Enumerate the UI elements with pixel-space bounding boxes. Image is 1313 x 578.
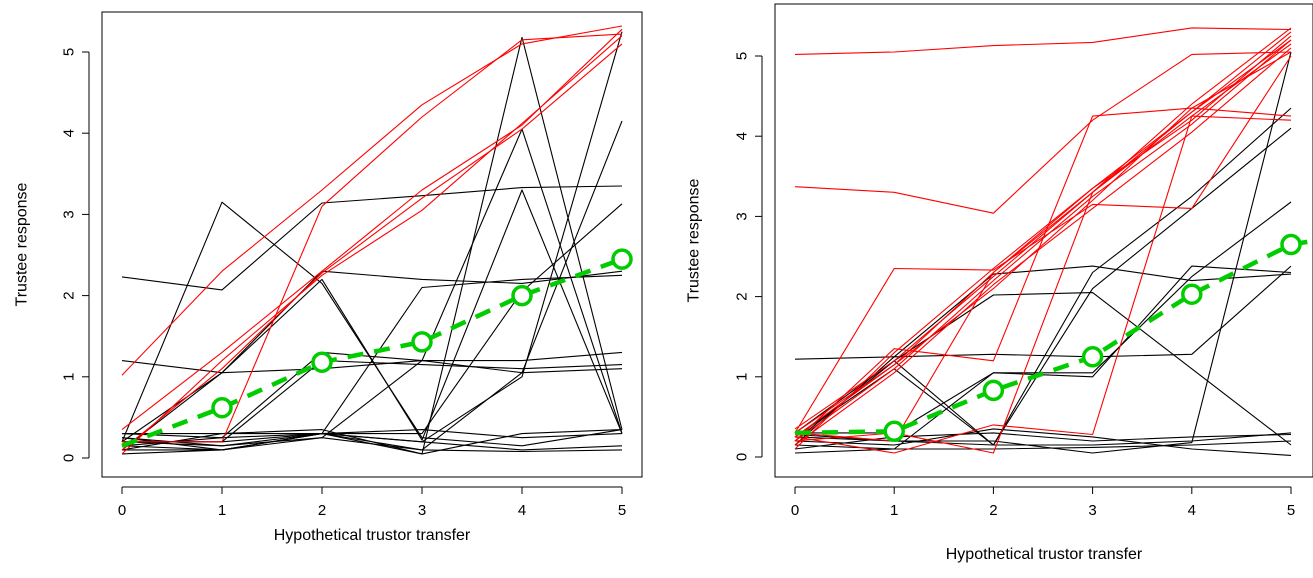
x-tick-label: 2 (989, 502, 997, 519)
mean-point (413, 333, 431, 351)
y-tick-label: 1 (734, 373, 751, 381)
series-line-red-20 (122, 44, 622, 450)
series-group (795, 28, 1313, 456)
x-tick-label: 0 (118, 502, 126, 519)
mean-point (313, 353, 331, 371)
series-line-black-14 (122, 121, 622, 450)
mean-point (1183, 285, 1201, 303)
y-tick-label: 0 (734, 453, 751, 461)
y-tick-label: 1 (61, 373, 78, 381)
chart-panel-1: 0 1 2 3 4 5 0 1 2 3 4 5 Hypothetical trustor transfe… (14, 12, 643, 544)
series-line-black-12 (122, 190, 622, 450)
y-tick-label: 5 (734, 52, 751, 60)
plot-frame (775, 4, 1313, 477)
series-line-red-21 (122, 36, 622, 454)
series-line-black-5 (795, 266, 1291, 433)
series-group (122, 26, 631, 454)
y-axis-title: Trustee response (14, 182, 31, 306)
series-line-black-3 (795, 293, 1291, 445)
y-tick-label: 0 (61, 454, 78, 462)
y-tick-label: 4 (61, 129, 78, 137)
x-tick-label: 1 (890, 502, 898, 519)
plot-frame (102, 12, 642, 477)
series-line-black-2 (795, 128, 1291, 445)
series-line-red-18 (122, 26, 622, 375)
series-line-black-9 (122, 361, 622, 442)
mean-point (613, 250, 631, 268)
x-tick-label: 0 (791, 502, 799, 519)
series-line-black-11 (795, 108, 1291, 445)
y-tick-label: 3 (734, 212, 751, 220)
x-tick-label: 3 (418, 502, 426, 519)
series-line-red-13 (795, 28, 1291, 55)
x-tick-label: 3 (1088, 502, 1096, 519)
series-line-black-17 (122, 129, 622, 446)
mean-point (1282, 236, 1300, 254)
y-tick-label: 3 (61, 210, 78, 218)
x-tick-label: 5 (618, 502, 626, 519)
x-axis-title: Hypothetical trustor transfer (274, 527, 471, 544)
mean-point (513, 287, 531, 305)
x-axis-title: Hypothetical trustor transfer (946, 546, 1143, 563)
y-tick-label: 5 (61, 48, 78, 56)
mean-point (213, 399, 231, 417)
series-line-black-1 (122, 202, 622, 446)
chart-panel-2: 0 1 2 3 4 5 0 1 2 3 4 5 Hypothetical trustor transfe… (686, 4, 1313, 563)
y-axis-title: Trustee response (686, 178, 703, 302)
y-tick-label: 4 (734, 132, 751, 140)
y-tick-label: 2 (61, 291, 78, 299)
series-line-black-2 (122, 186, 622, 290)
x-tick-label: 4 (1188, 502, 1196, 519)
mean-point (885, 422, 903, 440)
series-line-black-16 (122, 204, 622, 450)
x-tick-label: 1 (218, 502, 226, 519)
mean-point (1084, 348, 1102, 366)
mean-point (984, 381, 1002, 399)
x-tick-label: 4 (518, 502, 526, 519)
x-tick-label: 2 (318, 502, 326, 519)
y-tick-label: 2 (734, 292, 751, 300)
x-tick-label: 5 (1287, 502, 1295, 519)
series-line-black-10 (795, 52, 1291, 453)
series-line-red-22 (122, 34, 622, 442)
